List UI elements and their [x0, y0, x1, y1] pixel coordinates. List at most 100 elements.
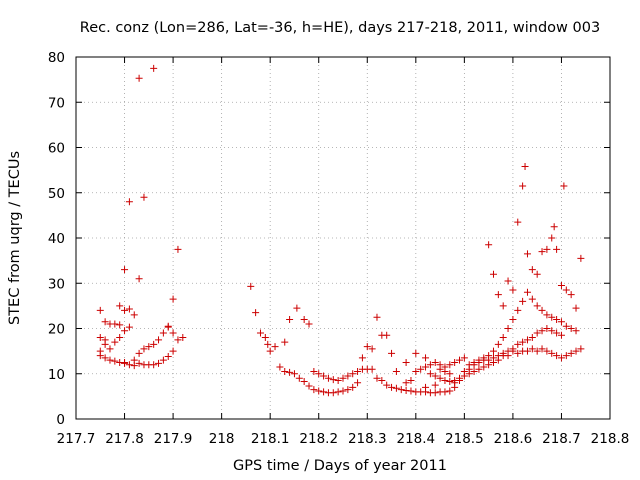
data-point: [252, 309, 260, 317]
data-point: [431, 372, 439, 380]
data-point: [562, 322, 570, 330]
x-tick-label: 217.9: [154, 431, 193, 447]
data-point: [475, 365, 483, 373]
data-point: [276, 363, 284, 371]
data-point: [538, 306, 546, 314]
data-point: [441, 388, 449, 396]
data-point: [489, 347, 497, 355]
data-point: [295, 374, 303, 382]
data-point: [392, 384, 400, 392]
data-point: [135, 349, 143, 357]
data-point: [504, 352, 512, 360]
data-point: [315, 370, 323, 378]
data-point: [480, 356, 488, 364]
data-point: [504, 325, 512, 332]
data-point: [116, 334, 124, 342]
data-point: [489, 270, 497, 278]
data-point: [164, 323, 172, 331]
data-point: [412, 367, 420, 375]
data-point: [169, 329, 177, 337]
data-point: [533, 270, 541, 278]
data-point: [494, 352, 502, 360]
data-point: [315, 387, 323, 395]
data-point: [543, 325, 551, 332]
x-tick-label: 218.5: [445, 431, 484, 447]
data-point: [111, 320, 119, 328]
data-point: [125, 361, 133, 369]
data-point: [358, 354, 366, 362]
data-point: [436, 365, 444, 373]
data-point: [261, 334, 269, 342]
data-point: [135, 74, 143, 82]
data-point: [572, 347, 580, 355]
data-point: [451, 358, 459, 366]
data-points: [96, 64, 585, 397]
x-tick-label: 217.7: [57, 431, 96, 447]
y-tick-label: 30: [48, 276, 65, 292]
data-point: [101, 354, 109, 362]
data-point: [553, 245, 561, 253]
data-point: [300, 315, 308, 323]
data-point: [373, 313, 381, 321]
data-point: [548, 313, 556, 321]
data-point: [553, 352, 561, 360]
data-point: [125, 305, 133, 313]
data-point: [451, 379, 459, 387]
data-point: [266, 347, 274, 355]
data-point: [334, 377, 342, 385]
data-point: [407, 387, 415, 395]
data-point: [300, 377, 308, 385]
data-point: [422, 354, 430, 362]
data-point: [567, 291, 575, 299]
y-tick-label: 50: [48, 186, 65, 202]
data-point: [504, 277, 512, 285]
data-point: [368, 365, 376, 373]
data-point: [169, 295, 177, 303]
data-point: [329, 389, 337, 397]
data-point: [446, 370, 454, 378]
data-point: [407, 377, 415, 385]
data-point: [460, 354, 468, 362]
data-point: [550, 223, 558, 231]
data-point: [577, 254, 585, 262]
data-point: [560, 182, 568, 190]
data-point: [562, 286, 570, 294]
x-tick-label: 218.8: [591, 431, 630, 447]
data-point: [548, 349, 556, 357]
data-point: [305, 382, 313, 390]
data-point: [528, 266, 536, 274]
data-point: [150, 340, 158, 348]
data-point: [281, 367, 289, 375]
data-point: [489, 354, 497, 362]
data-point: [426, 361, 434, 369]
data-point: [111, 357, 119, 365]
data-point: [320, 388, 328, 396]
data-point: [96, 306, 104, 314]
data-point: [417, 365, 425, 373]
data-point: [465, 361, 473, 369]
data-point: [402, 358, 410, 366]
data-point: [572, 327, 580, 335]
data-point: [150, 64, 158, 72]
data-point: [509, 286, 517, 294]
data-point: [121, 306, 129, 314]
data-point: [557, 282, 565, 290]
data-point: [446, 387, 454, 395]
data-point: [431, 358, 439, 366]
data-point: [431, 389, 439, 397]
data-point: [388, 349, 396, 357]
data-point: [305, 320, 313, 328]
y-tick-label: 40: [48, 231, 65, 247]
y-tick-label: 10: [48, 367, 65, 383]
data-point: [96, 334, 104, 342]
data-point: [422, 383, 430, 391]
data-point: [557, 354, 565, 362]
data-point: [135, 275, 143, 283]
data-point: [514, 218, 522, 226]
y-tick-label: 80: [48, 50, 65, 66]
data-point: [135, 359, 143, 367]
data-point: [557, 318, 565, 326]
data-point: [499, 302, 507, 310]
x-tick-label: 218.4: [396, 431, 435, 447]
data-point: [548, 234, 556, 242]
